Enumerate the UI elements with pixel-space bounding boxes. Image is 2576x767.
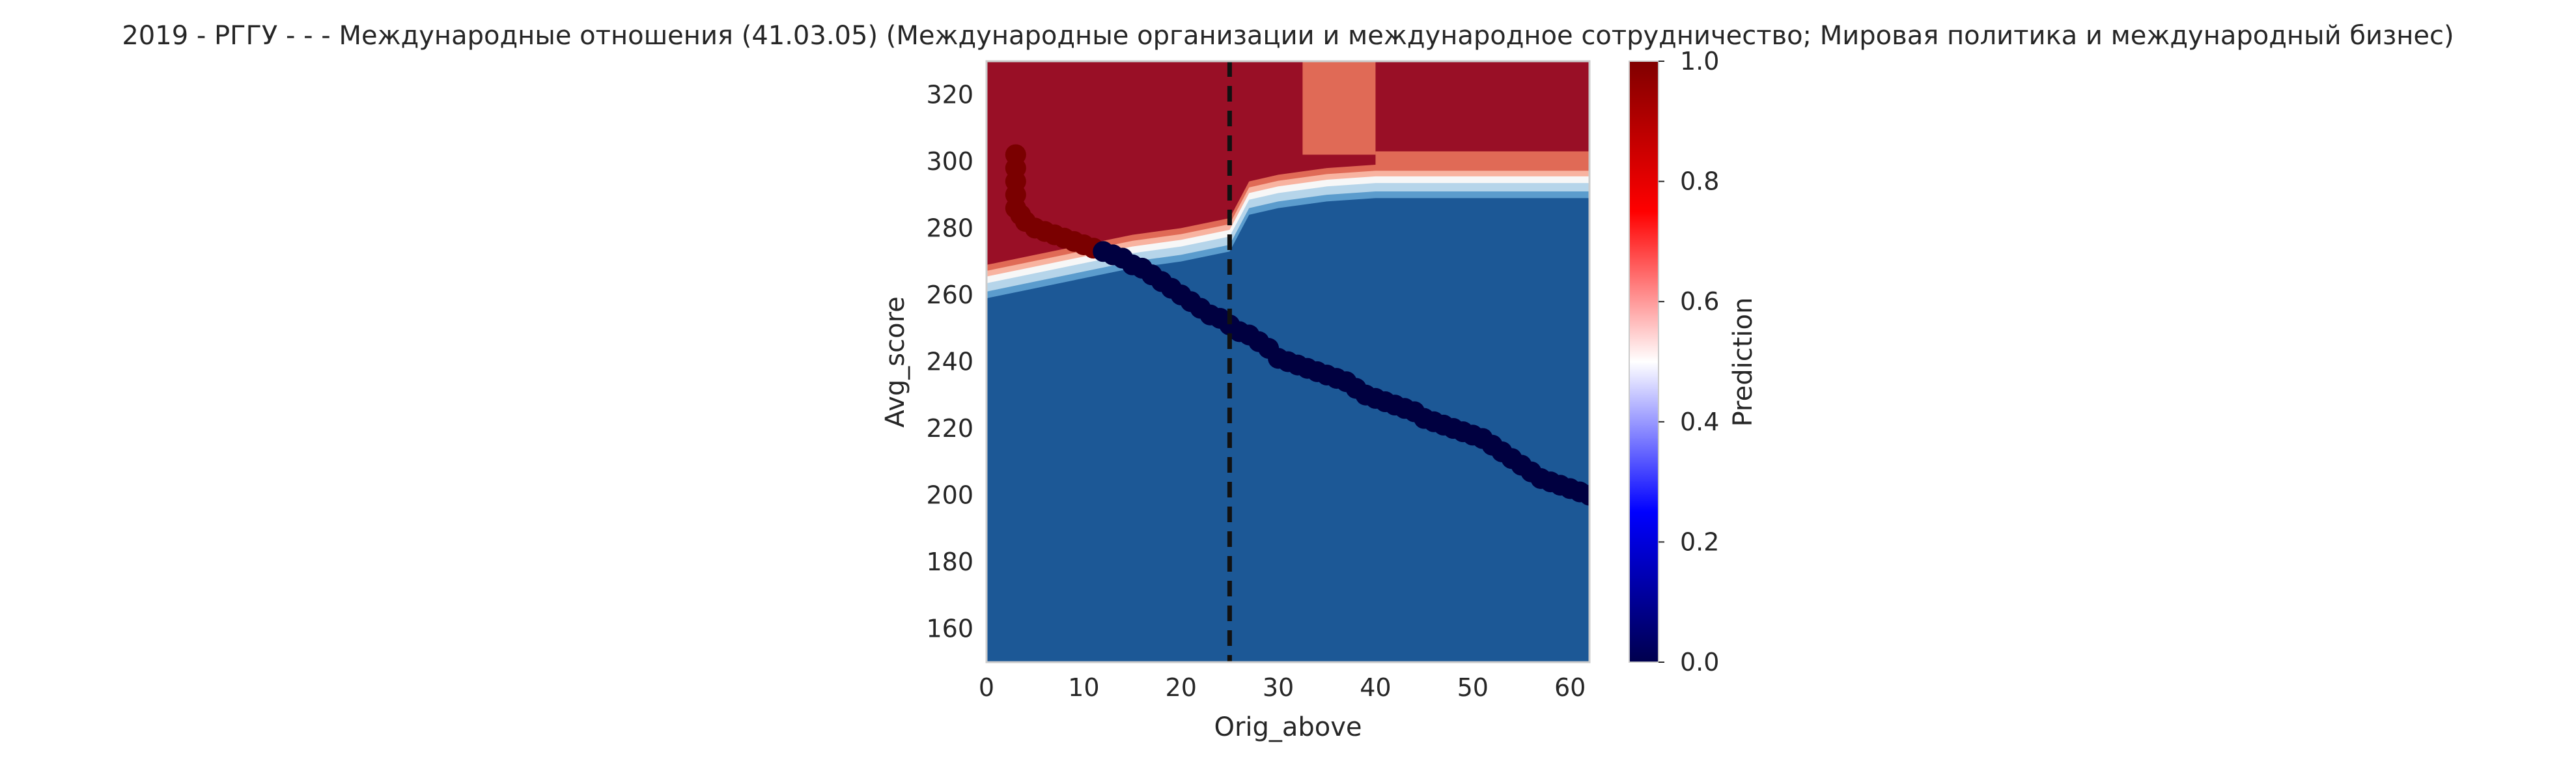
y-tick-label: 260: [926, 281, 973, 309]
y-tick-label: 240: [926, 348, 973, 376]
x-tick-label: 50: [1457, 673, 1489, 702]
colorbar-gradient: [1629, 61, 1659, 663]
colorbar-tick-label: 0.2: [1680, 527, 1719, 556]
y-tick-label: 300: [926, 147, 973, 176]
y-tick-label: 280: [926, 214, 973, 242]
x-tick-label: 10: [1068, 673, 1099, 702]
contour-regions: [987, 61, 1589, 662]
x-tick-label: 60: [1554, 673, 1586, 702]
colorbar: 0.0 0.2 0.4 0.6 0.8 1.0 Prediction: [1629, 47, 1758, 676]
y-tick-label: 180: [926, 548, 973, 576]
colorbar-tick-label: 0.8: [1680, 167, 1719, 196]
y-tick-label: 220: [926, 414, 973, 443]
y-axis-label: Avg_score: [880, 296, 910, 428]
region-mid-high-band: [1375, 151, 1589, 169]
chart-title: 2019 - РГГУ - - - Международные отношени…: [122, 21, 2454, 51]
region-mid-high-notch: [1302, 61, 1376, 155]
colorbar-label: Prediction: [1728, 298, 1758, 427]
colorbar-tick-label: 0.4: [1680, 408, 1719, 436]
y-axis-ticks: 160 180 200 220 240 260 280 300 320: [926, 80, 973, 643]
y-tick-label: 160: [926, 615, 973, 643]
x-tick-label: 30: [1263, 673, 1294, 702]
colorbar-tick-label: 1.0: [1680, 47, 1719, 76]
colorbar-tick-label: 0.0: [1680, 648, 1719, 676]
plot-area: [987, 61, 1589, 662]
x-axis-ticks: 0 10 20 30 40 50 60: [979, 673, 1586, 702]
y-tick-label: 320: [926, 80, 973, 109]
region-low: [987, 198, 1589, 662]
y-tick-label: 200: [926, 481, 973, 510]
x-axis-label: Orig_above: [1214, 712, 1362, 742]
x-tick-label: 0: [979, 673, 994, 702]
x-tick-label: 40: [1360, 673, 1391, 702]
colorbar-ticks: 0.0 0.2 0.4 0.6 0.8 1.0: [1659, 47, 1719, 676]
data-point: [1579, 484, 1589, 506]
colorbar-tick-label: 0.6: [1680, 287, 1719, 316]
x-tick-label: 20: [1166, 673, 1197, 702]
data-points: [1005, 144, 1589, 506]
plot-frame: [985, 60, 1591, 663]
